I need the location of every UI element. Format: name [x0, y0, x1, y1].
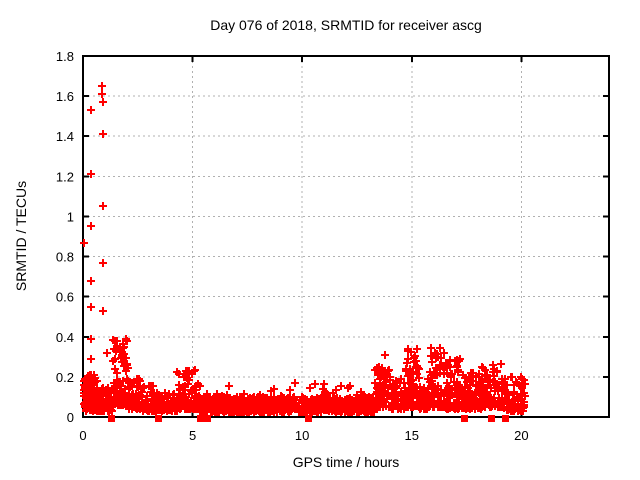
square-marker	[197, 415, 204, 422]
square-marker	[488, 415, 495, 422]
x-tick-label: 20	[514, 428, 528, 443]
y-tick-label: 0.4	[56, 330, 74, 345]
square-marker	[155, 415, 162, 422]
x-tick-label: 0	[79, 428, 86, 443]
square-marker	[502, 415, 509, 422]
x-tick-label: 10	[295, 428, 309, 443]
y-tick-label: 1.6	[56, 89, 74, 104]
x-tick-label: 15	[405, 428, 419, 443]
square-marker	[108, 415, 115, 422]
scatter-points	[80, 82, 529, 416]
chart-title: Day 076 of 2018, SRMTID for receiver asc…	[210, 17, 482, 33]
square-marker	[461, 415, 468, 422]
x-tick-label: 5	[189, 428, 196, 443]
y-tick-label: 0	[67, 410, 74, 425]
square-marker	[305, 415, 312, 422]
y-tick-label: 1	[67, 209, 74, 224]
plot-border	[82, 55, 610, 418]
y-tick-label: 1.8	[56, 49, 74, 64]
y-tick-label: 0.8	[56, 250, 74, 265]
y-tick-label: 0.6	[56, 290, 74, 305]
square-marker	[204, 415, 211, 422]
y-tick-label: 1.4	[56, 129, 74, 144]
x-axis-label: GPS time / hours	[292, 454, 400, 470]
y-tick-label: 0.2	[56, 370, 74, 385]
y-axis-label: SRMTID / TECUs	[13, 180, 29, 292]
y-tick-label: 1.2	[56, 169, 74, 184]
